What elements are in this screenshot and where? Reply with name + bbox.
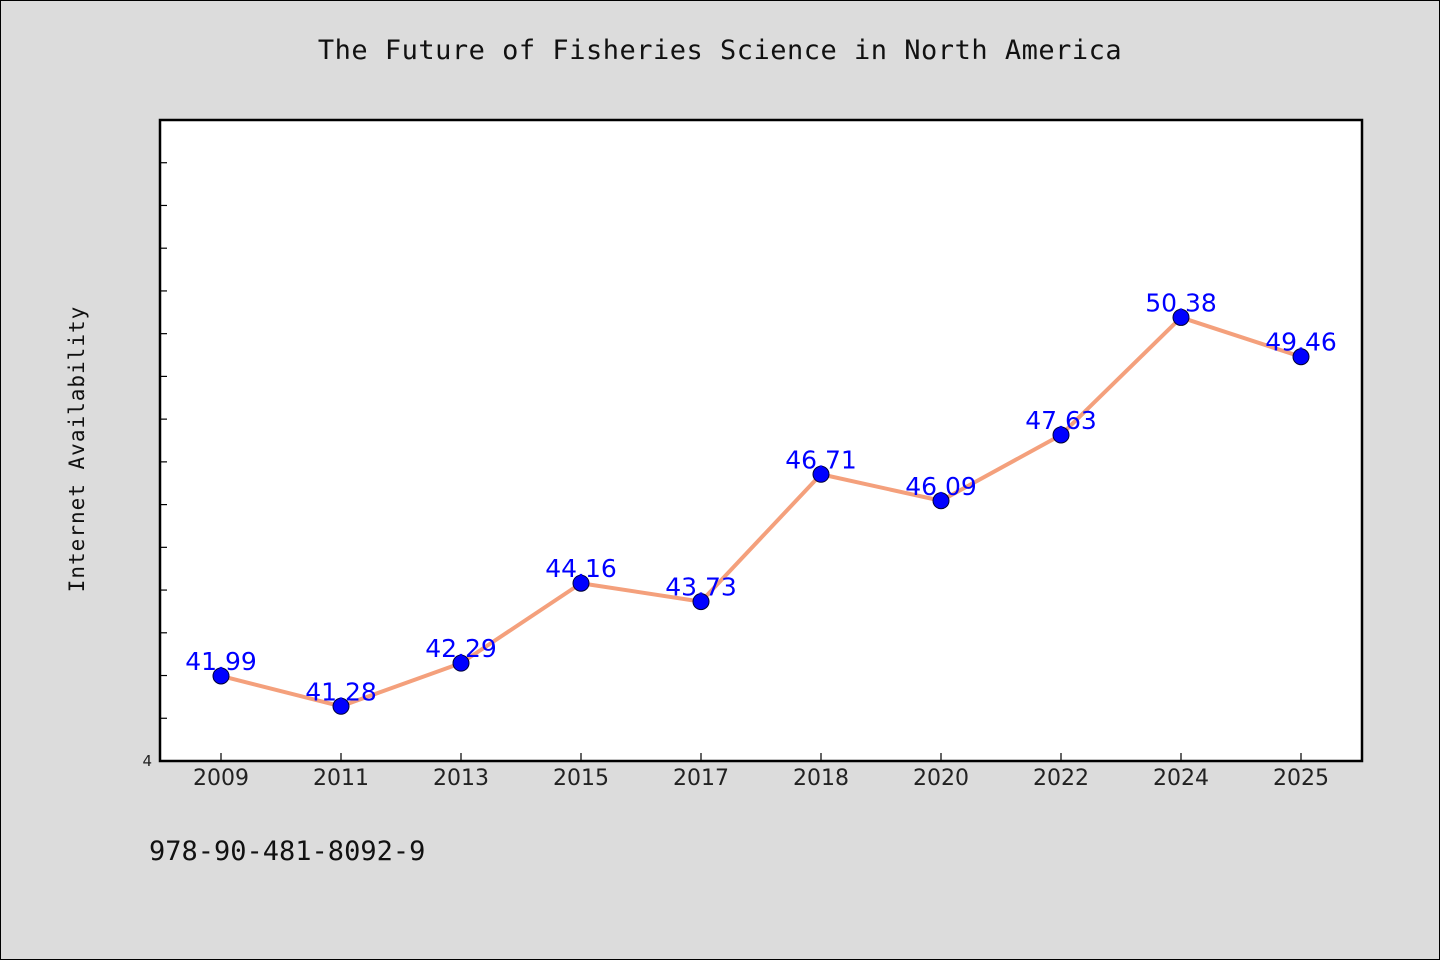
data-point (1172, 308, 1190, 326)
x-tick-label: 2009 (193, 766, 249, 791)
data-label: 43.73 (665, 573, 737, 602)
data-label: 47.63 (1025, 406, 1097, 435)
data-label: 46.71 (785, 445, 857, 474)
data-point (812, 465, 830, 483)
footnote-isbn: 978-90-481-8092-9 (149, 836, 426, 867)
x-tick-label: 2015 (553, 766, 609, 791)
x-tick-label: 2013 (433, 766, 489, 791)
x-axis-ticks: 2009 2011 2013 2015 2017 2018 2020 2022 2024 2025 (193, 753, 1329, 791)
y-axis-ticks: 4 (142, 162, 167, 770)
data-label: 49.46 (1265, 328, 1337, 357)
series-layer (212, 308, 1310, 715)
x-tick-label: 2025 (1273, 766, 1329, 791)
x-tick-label: 2018 (793, 766, 849, 791)
data-label: 44.16 (545, 554, 617, 583)
data-point (932, 492, 950, 510)
data-label: 46.09 (905, 472, 977, 501)
data-point (452, 654, 470, 672)
x-tick-label: 2020 (913, 766, 969, 791)
x-tick-label: 2024 (1153, 766, 1209, 791)
data-labels-layer: 41.99 41.28 42.29 44.16 43.73 46.71 46.09 47.63… (185, 288, 1337, 706)
data-label: 42.29 (425, 634, 497, 663)
plot-area (158, 118, 1364, 763)
data-point (692, 593, 710, 611)
data-point (332, 697, 350, 715)
data-point (572, 574, 590, 592)
data-label: 50.38 (1145, 288, 1217, 317)
chart-title: The Future of Fisheries Science in North… (317, 35, 1123, 66)
data-point (212, 667, 230, 685)
data-label: 41.99 (185, 647, 257, 676)
x-tick-label: 2011 (313, 766, 369, 791)
data-point (1292, 348, 1310, 366)
y-tick-label: 4 (142, 752, 152, 770)
x-tick-label: 2017 (673, 766, 729, 791)
data-label: 41.28 (305, 677, 377, 706)
x-tick-label: 2022 (1033, 766, 1089, 791)
series-line (220, 315, 1302, 709)
data-point (1052, 426, 1070, 444)
